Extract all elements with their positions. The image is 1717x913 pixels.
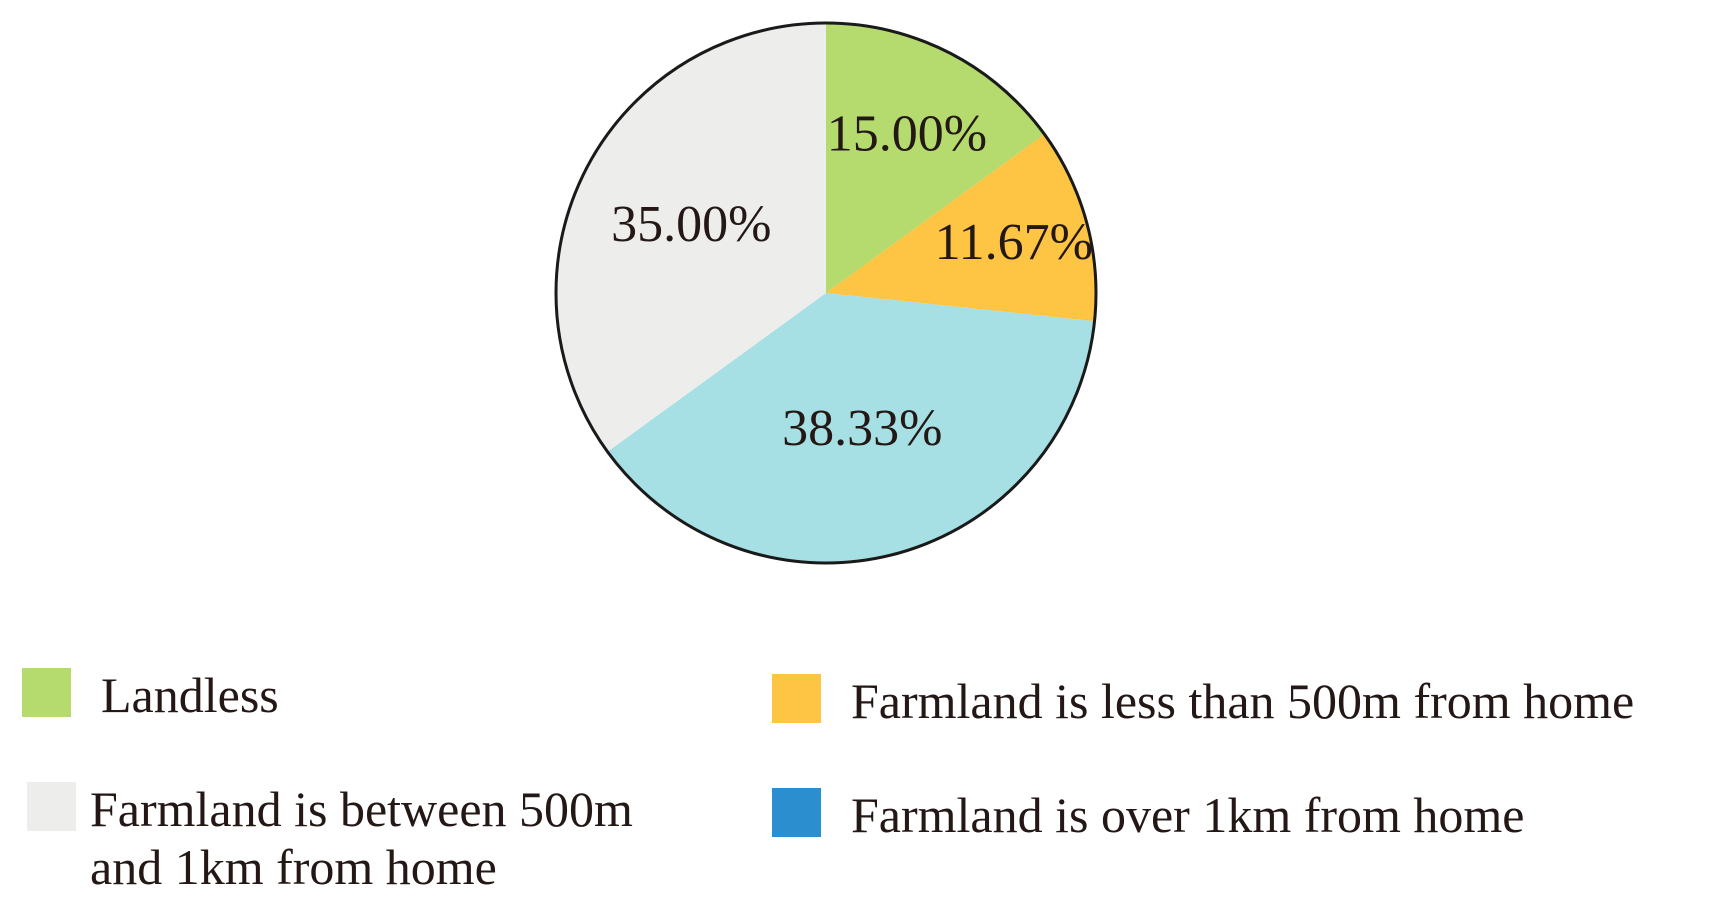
- slice-label-1: 11.67%: [935, 214, 1093, 271]
- pie-outline: [554, 21, 1098, 565]
- pie-slice-1: [826, 134, 1096, 322]
- pie-slice-3: [556, 23, 826, 452]
- slice-label-2: 38.33%: [782, 400, 942, 457]
- slice-label-3: 35.00%: [611, 196, 771, 253]
- pie-slice-0: [826, 23, 1045, 293]
- pie-labels: 15.00% 11.67% 38.33% 35.00%: [611, 106, 1093, 457]
- pie-slice-2: [607, 293, 1095, 563]
- pie-slices: [556, 23, 1096, 563]
- slice-label-0: 15.00%: [827, 106, 987, 163]
